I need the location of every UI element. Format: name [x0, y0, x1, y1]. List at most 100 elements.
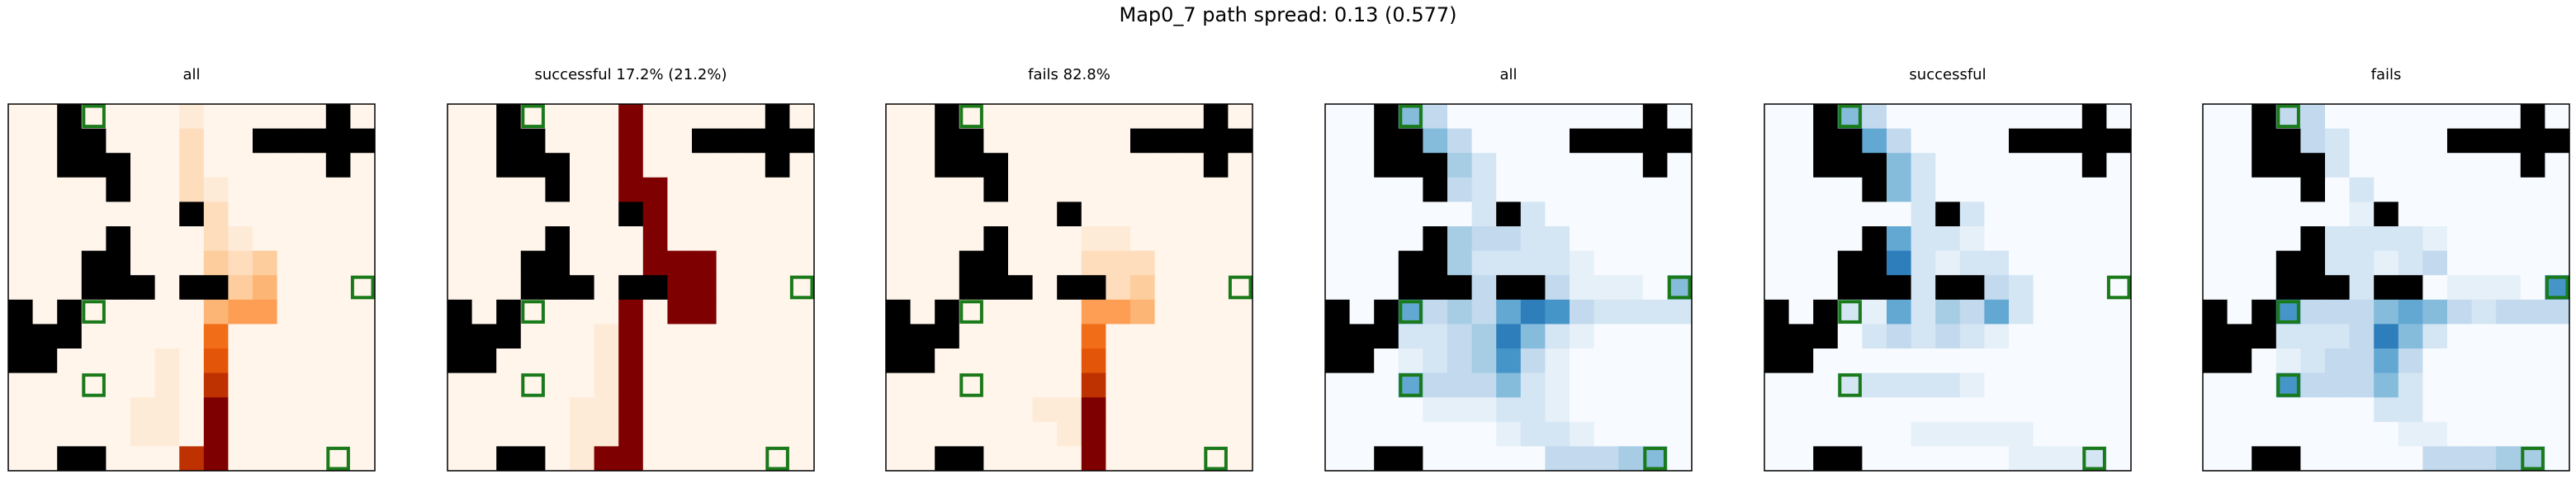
heat-cell [983, 324, 1009, 349]
heat-cell [1081, 372, 1106, 398]
heat-cell [253, 153, 278, 178]
heat-cell [1203, 421, 1229, 447]
heat-cell [447, 128, 473, 154]
heat-cell [2033, 372, 2058, 398]
heat-cell [2520, 324, 2545, 349]
heat-cell [1471, 226, 1497, 252]
heat-cell [1764, 397, 1790, 423]
goal-marker [2276, 104, 2300, 129]
heat-cell [325, 324, 351, 349]
heat-cell [2349, 153, 2375, 178]
heat-cell [1325, 104, 1351, 130]
heat-cell [642, 226, 668, 252]
heat-cell [277, 349, 302, 374]
goal-marker [765, 446, 789, 471]
heat-cell [594, 104, 619, 130]
heat-cell [1447, 421, 1473, 447]
heat-cell [2374, 153, 2399, 178]
heat-cell [2398, 250, 2423, 276]
heat-cell [1545, 250, 1570, 276]
heat-cell [32, 226, 58, 252]
obstacle-cell [2374, 275, 2399, 301]
heat-cell [1349, 128, 1375, 154]
heat-cell [1520, 446, 1546, 472]
heat-cell [106, 202, 131, 227]
heat-cell [228, 324, 253, 349]
heat-cell [447, 446, 473, 472]
heat-cell [1081, 202, 1106, 227]
obstacle-cell [325, 128, 351, 154]
heat-cell [1813, 372, 1839, 398]
heat-cell [667, 421, 693, 447]
heat-cell [935, 372, 960, 398]
heat-cell [325, 372, 351, 398]
heat-cell [1837, 299, 1863, 325]
heat-cell [1228, 349, 1253, 374]
heat-cell [2203, 177, 2228, 202]
heat-cell [2227, 226, 2252, 252]
obstacle-cell [2252, 299, 2277, 325]
obstacle-cell [1374, 128, 1399, 154]
heat-cell [1423, 104, 1448, 130]
heat-cell [277, 275, 302, 301]
obstacle-cell [1788, 324, 1814, 349]
heat-cell [765, 446, 790, 472]
heat-cell [1203, 177, 1229, 202]
heat-cell [2471, 349, 2497, 374]
heat-cell [179, 250, 205, 276]
heat-cell [1325, 128, 1351, 154]
obstacle-cell [496, 104, 522, 130]
heat-cell [692, 446, 717, 472]
heat-cell [2325, 372, 2351, 398]
heat-cell [1496, 446, 1522, 472]
heat-cell [1130, 153, 1156, 178]
heat-cell [2057, 226, 2083, 252]
heat-cell [1593, 324, 1619, 349]
heat-cell [2057, 202, 2083, 227]
heat-cell [1984, 349, 2010, 374]
heat-cell [496, 372, 522, 398]
heat-cell [228, 226, 253, 252]
heat-cell [2520, 250, 2545, 276]
heat-cell [228, 275, 253, 301]
obstacle-cell [471, 349, 497, 374]
heat-cell [447, 421, 473, 447]
obstacle-cell [496, 128, 522, 154]
heat-cell [2252, 275, 2277, 301]
heat-cell [81, 324, 107, 349]
heat-cell [350, 446, 376, 472]
heat-cell [81, 226, 107, 252]
heat-cell [1570, 397, 1595, 423]
heat-cell [496, 397, 522, 423]
heat-cell [2057, 421, 2083, 447]
heat-cell [716, 349, 741, 374]
heat-cell [130, 250, 156, 276]
obstacle-cell [1813, 324, 1839, 349]
heat-cell [667, 128, 693, 154]
obstacle-cell [983, 226, 1009, 252]
heat-cell [32, 202, 58, 227]
heat-cell [1911, 324, 1936, 349]
obstacle-cell [935, 104, 960, 130]
heat-cell [570, 250, 595, 276]
heat-cell [2300, 202, 2326, 227]
heat-cell [2081, 250, 2107, 276]
heat-cell [57, 250, 83, 276]
heat-cell [2520, 177, 2545, 202]
obstacle-cell [886, 299, 912, 325]
heat-cell [1349, 421, 1375, 447]
heat-cell [570, 349, 595, 374]
heat-cell [716, 397, 741, 423]
heat-cell [716, 299, 741, 325]
heat-cell [935, 202, 960, 227]
heat-cell [1593, 299, 1619, 325]
heat-cell [32, 177, 58, 202]
heat-cell [253, 226, 278, 252]
heat-cell [1179, 226, 1205, 252]
heat-cell [301, 250, 327, 276]
heat-cell [2520, 275, 2545, 301]
heat-cell [2374, 128, 2399, 154]
obstacle-cell [1887, 275, 1912, 301]
heat-cell [545, 324, 571, 349]
heat-cell [1570, 153, 1595, 178]
